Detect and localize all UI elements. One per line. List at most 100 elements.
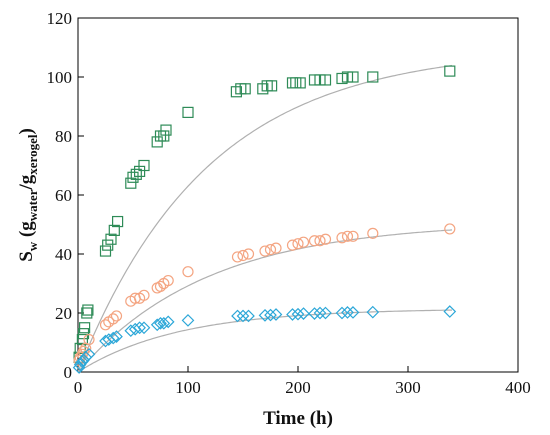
diamond-point xyxy=(242,309,255,323)
square-point xyxy=(182,106,194,119)
diamond-point xyxy=(291,307,305,321)
square-point xyxy=(111,215,124,228)
fit-curve-2 xyxy=(77,229,453,373)
circle-point xyxy=(286,239,299,251)
square-point xyxy=(78,322,91,334)
y-tick-label: 60 xyxy=(55,186,72,205)
diamond-point xyxy=(269,308,283,321)
diamond-point xyxy=(231,309,244,323)
diamond-point xyxy=(106,331,120,345)
diamond-point xyxy=(308,307,321,320)
diamond-point xyxy=(82,347,96,361)
square-point xyxy=(138,159,150,172)
fit-curve-3 xyxy=(77,309,452,373)
square-point xyxy=(367,71,379,83)
diamond-point xyxy=(161,315,175,329)
diamond-point xyxy=(264,308,277,322)
circle-point xyxy=(154,280,167,293)
diamond-point xyxy=(133,321,146,335)
diamond-point xyxy=(341,306,354,319)
diamond-point xyxy=(137,321,151,335)
circle-point xyxy=(242,248,255,260)
square-point xyxy=(74,342,86,354)
y-axis-title: Sw (gwater/gxerogel) xyxy=(16,128,40,262)
circle-point xyxy=(77,345,90,357)
circle-point xyxy=(231,251,244,263)
diamond-point xyxy=(181,314,195,327)
circle-point xyxy=(138,289,150,301)
diamond-point xyxy=(297,307,310,320)
y-tick-label: 40 xyxy=(55,245,72,264)
y-axis-title-sub-w: w xyxy=(25,241,40,251)
diamond-point xyxy=(335,306,349,320)
y-axis-title-close: ) xyxy=(16,128,37,134)
circle-point xyxy=(314,235,326,247)
diamond-point xyxy=(258,309,272,322)
y-tick-label: 120 xyxy=(47,9,73,28)
circle-point xyxy=(107,313,119,325)
square-point xyxy=(105,233,117,245)
circle-point xyxy=(270,242,282,254)
diamond-point xyxy=(319,306,332,320)
x-tick-label: 100 xyxy=(175,378,201,397)
x-tick-label: 400 xyxy=(505,378,531,397)
y-tick-label: 20 xyxy=(55,304,72,323)
circle-point xyxy=(259,245,271,257)
x-tick-label: 300 xyxy=(395,378,421,397)
square-point xyxy=(134,165,146,177)
series-square xyxy=(73,65,456,363)
data-points xyxy=(72,65,457,374)
square-point xyxy=(99,245,112,257)
x-tick-label: 200 xyxy=(285,378,311,397)
circle-point xyxy=(83,333,95,346)
square-point xyxy=(108,224,120,236)
circle-point xyxy=(347,230,359,242)
square-point xyxy=(151,136,163,148)
diamond-point xyxy=(157,316,171,330)
square-point xyxy=(127,171,139,183)
diamond-point xyxy=(313,306,327,320)
circle-point xyxy=(237,249,249,262)
y-axis-title-sub-xerogel: xerogel xyxy=(25,134,40,175)
square-point xyxy=(319,74,332,86)
circle-point xyxy=(444,223,456,235)
x-tick-label: 0 xyxy=(74,378,83,397)
diamond-point xyxy=(366,305,380,319)
square-point xyxy=(81,307,93,319)
axis-ticks: 0 100 200 300 400 0 20 40 60 80 100 120 xyxy=(47,9,531,397)
y-tick-label: 100 xyxy=(47,68,73,87)
square-point xyxy=(266,80,278,92)
square-point xyxy=(160,124,172,136)
circle-point xyxy=(297,236,310,248)
diamond-point xyxy=(79,350,93,364)
y-axis-title-open: (g xyxy=(16,221,37,242)
y-tick-label: 0 xyxy=(64,363,73,382)
circle-point xyxy=(182,266,194,278)
circle-point xyxy=(110,310,123,322)
fit-curves xyxy=(77,64,453,373)
diamond-point xyxy=(73,358,87,371)
circle-point xyxy=(319,233,332,245)
square-point xyxy=(82,304,94,316)
square-point xyxy=(347,71,359,83)
circle-point xyxy=(162,274,174,287)
y-axis-title-slash: /g xyxy=(16,174,37,190)
diamond-point xyxy=(286,308,299,321)
square-point xyxy=(294,77,306,89)
y-tick-label: 80 xyxy=(55,127,72,146)
diamond-point xyxy=(236,309,250,323)
square-point xyxy=(130,168,142,180)
square-point xyxy=(286,77,299,89)
diamond-point xyxy=(443,305,457,318)
fit-curve-1 xyxy=(77,64,453,373)
series-diamond xyxy=(72,305,457,374)
circle-point xyxy=(308,235,321,247)
x-axis-title: Time (h) xyxy=(263,408,333,429)
square-point xyxy=(444,65,456,77)
y-axis-title-sub-water: water xyxy=(25,189,40,221)
series-circle xyxy=(73,223,456,366)
square-point xyxy=(239,83,251,95)
circle-point xyxy=(367,227,379,239)
square-point xyxy=(158,130,170,142)
